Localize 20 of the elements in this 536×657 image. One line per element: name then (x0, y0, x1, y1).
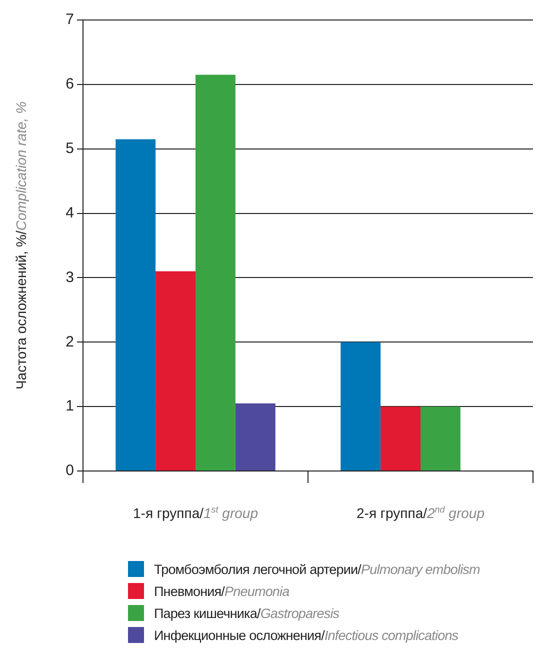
y-tick-label: 0 (66, 462, 74, 480)
bar (196, 74, 236, 470)
y-tick-label: 2 (66, 333, 74, 350)
legend-label: Инфекционные осложнения/Infectious complications (154, 628, 458, 642)
bar (380, 406, 420, 470)
bar (340, 342, 381, 470)
y-tick-label: 4 (66, 204, 74, 222)
y-tick-label: 1 (66, 398, 74, 415)
legend-label: Пневмония/Pneumonia (154, 584, 290, 598)
legend-label: Тромбоэмболия легочной артерии/Pulmonary embolism (154, 562, 480, 576)
y-tick-label: 6 (66, 76, 74, 93)
y-tick-label: 5 (66, 140, 74, 157)
y-axis-title: Частота осложнений, %/Complication rate, % (13, 101, 29, 390)
bar (420, 406, 460, 470)
bar (235, 403, 276, 470)
bar (156, 271, 196, 470)
legend-label: Парез кишечника/Gastroparesis (154, 606, 340, 620)
y-tick-label: 7 (66, 11, 74, 28)
bar (116, 139, 156, 470)
y-tick-label: 3 (66, 268, 74, 286)
